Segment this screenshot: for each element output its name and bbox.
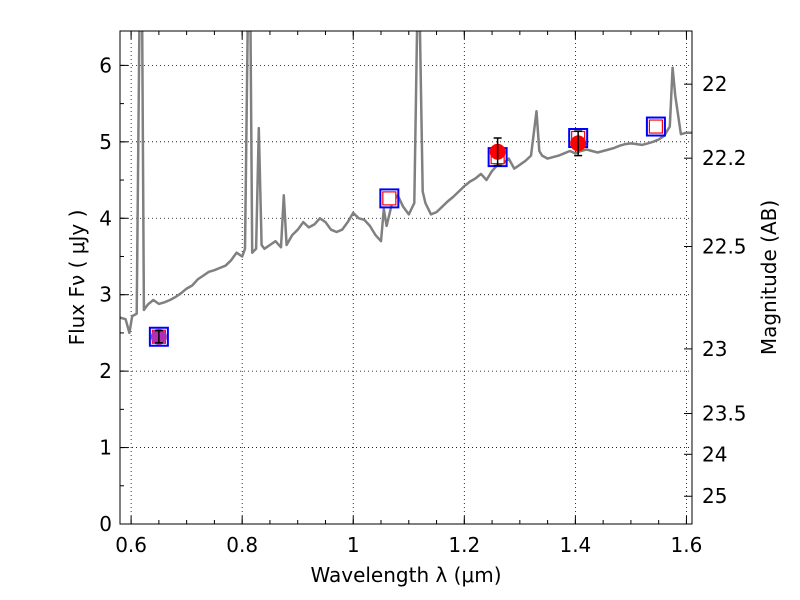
- x-tick-label: 0.8: [226, 533, 258, 557]
- x-tick-label: 1.2: [448, 533, 480, 557]
- x-tick-label: 1: [347, 533, 360, 557]
- photometry-markers: [148, 116, 666, 347]
- model-square-outer: [379, 188, 400, 209]
- grid: [120, 31, 692, 525]
- y2-tick-label: 23: [702, 337, 727, 361]
- plot-frame: [119, 30, 693, 525]
- x-tick-label: 1.6: [671, 533, 703, 557]
- y2-tick-label: 22.5: [702, 234, 747, 258]
- y-tick-label: 5: [99, 130, 112, 154]
- y2-tick-label: 24: [702, 442, 727, 466]
- y-tick-label: 6: [99, 53, 112, 77]
- y2-tick-label: 25: [702, 484, 727, 508]
- y-tick-label: 3: [99, 283, 112, 307]
- y-tick-label: 2: [99, 359, 112, 383]
- axis-ticks: 0.6 0.8 1 1.2 1.4 1.601234562222.222.52323.52…: [99, 31, 747, 557]
- model-square-outer: [645, 116, 666, 137]
- y2-axis-label: Magnitude (AB): [757, 200, 781, 355]
- y-tick-label: 0: [99, 512, 112, 536]
- y2-tick-label: 22.2: [702, 146, 747, 170]
- y-tick-label: 1: [99, 436, 112, 460]
- model-square-inner: [382, 191, 397, 206]
- x-tick-label: 1.4: [559, 533, 591, 557]
- y-axis-label: Flux Fν ( μJy ): [65, 210, 89, 346]
- y2-tick-label: 23.5: [702, 402, 747, 426]
- spectrum-path: [120, 31, 692, 335]
- spectrum-line: [120, 31, 692, 335]
- y2-tick-label: 22: [702, 72, 727, 96]
- model-square-outer: [148, 326, 169, 347]
- x-axis-label: Wavelength λ (μm): [310, 563, 501, 587]
- y-tick-label: 4: [99, 206, 112, 230]
- model-square-inner: [648, 119, 664, 134]
- x-tick-label: 0.6: [115, 533, 147, 557]
